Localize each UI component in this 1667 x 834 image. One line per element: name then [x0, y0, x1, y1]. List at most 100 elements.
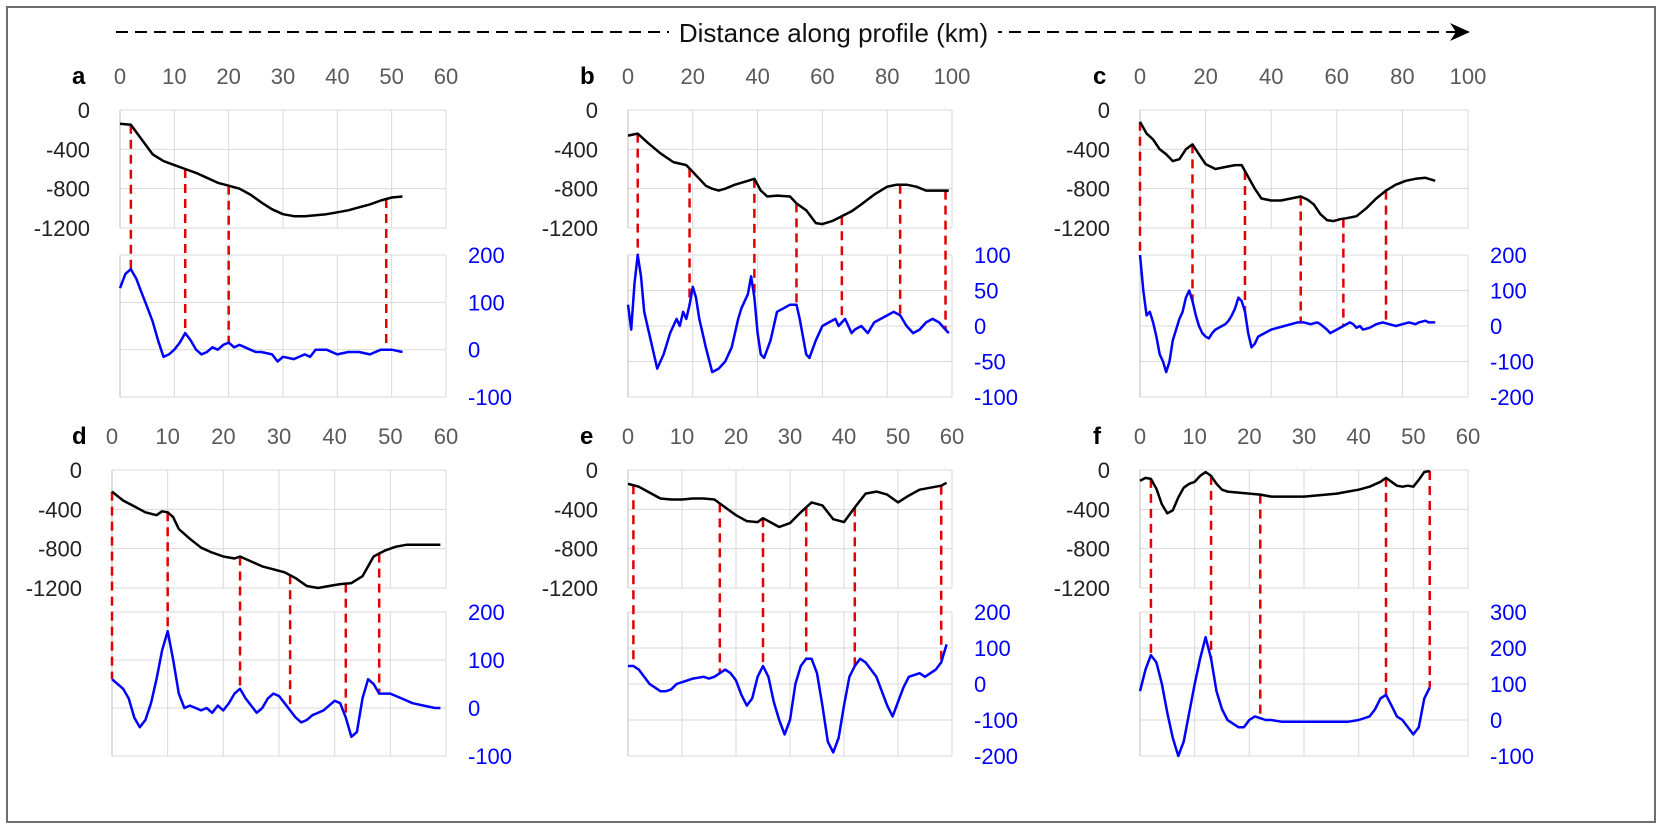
top-y-tick-label: -800 [554, 537, 598, 562]
panel-label-d: d [72, 423, 87, 450]
top-y-tick-label: -1200 [1054, 576, 1110, 601]
x-tick-label: 20 [724, 424, 748, 449]
x-tick-label: 60 [1456, 424, 1480, 449]
bottom-y-tick-label: 0 [468, 696, 480, 721]
bottom-y-tick-label: 200 [1490, 636, 1527, 661]
bottom-y-tick-label: 200 [1490, 243, 1527, 268]
x-tick-label: 20 [681, 64, 705, 89]
x-tick-label: 50 [379, 64, 403, 89]
x-tick-label: 0 [114, 64, 126, 89]
top-y-tick-label: 0 [586, 458, 598, 483]
x-tick-label: 0 [1134, 64, 1146, 89]
x-tick-label: 10 [1182, 424, 1206, 449]
top-y-tick-label: -800 [1066, 177, 1110, 202]
bottom-y-tick-label: 200 [468, 600, 505, 625]
bottom-y-tick-label: -100 [974, 708, 1018, 733]
top-y-tick-label: -400 [38, 497, 82, 522]
top-y-tick-label: -400 [554, 497, 598, 522]
bottom-y-tick-label: 0 [1490, 708, 1502, 733]
top-y-tick-label: -1200 [542, 216, 598, 241]
bathymetry-line-c [1138, 121, 1436, 223]
x-tick-label: 20 [1237, 424, 1261, 449]
bathymetry-line-e [627, 481, 948, 529]
x-tick-label: 0 [1134, 424, 1146, 449]
bottom-y-tick-label: 50 [974, 279, 998, 304]
panel-label-f: f [1093, 423, 1102, 450]
x-tick-label: 30 [1292, 424, 1316, 449]
x-tick-label: 10 [670, 424, 694, 449]
bottom-y-tick-label: -100 [468, 385, 512, 410]
x-tick-label: 100 [1450, 64, 1487, 89]
x-tick-label: 60 [940, 424, 964, 449]
bottom-y-tick-label: 0 [1490, 314, 1502, 339]
top-y-tick-label: -1200 [34, 216, 90, 241]
x-tick-label: 40 [1346, 424, 1370, 449]
x-tick-label: 0 [106, 424, 118, 449]
top-y-tick-label: 0 [1098, 458, 1110, 483]
x-tick-label: 80 [1390, 64, 1414, 89]
panel-b: b 0 20 40 60 80 100 0 -400 -800 -1200 100 50 0 -50 -100 [542, 63, 1018, 410]
figure-frame [6, 6, 1656, 823]
bottom-y-tick-label: 100 [1490, 672, 1527, 697]
bottom-y-tick-label: -100 [1490, 350, 1534, 375]
bottom-y-tick-label: 100 [468, 290, 505, 315]
panel-e: e 0 10 20 30 40 50 60 0 -400 -800 -1200 200 100 0 -100 -… [542, 423, 1018, 769]
bottom-y-tick-label: 100 [1490, 279, 1527, 304]
panel-f: f 0 10 20 30 40 50 60 0 -400 -800 -1200 300 200 100 0 -1… [1054, 423, 1534, 769]
top-y-tick-label: -1200 [26, 576, 82, 601]
x-tick-label: 50 [378, 424, 402, 449]
bathymetry-line-d [111, 490, 441, 590]
anomaly-line-a [118, 267, 403, 363]
bottom-y-tick-label: 100 [468, 648, 505, 673]
top-y-tick-label: -1200 [1054, 216, 1110, 241]
x-tick-label: 50 [886, 424, 910, 449]
bottom-y-tick-label: -100 [468, 744, 512, 769]
top-y-tick-label: -800 [38, 537, 82, 562]
x-tick-label: 40 [745, 64, 769, 89]
x-tick-label: 60 [434, 64, 458, 89]
x-tick-label: 50 [1401, 424, 1425, 449]
anomaly-line-f [1138, 635, 1431, 758]
x-tick-label: 0 [622, 424, 634, 449]
panel-label-b: b [580, 63, 595, 90]
bottom-y-tick-label: 200 [468, 243, 505, 268]
top-y-tick-label: 0 [586, 98, 598, 123]
bottom-y-tick-label: -50 [974, 350, 1006, 375]
distance-axis-title-text: Distance along profile (km) [668, 18, 999, 48]
top-y-tick-label: -400 [554, 137, 598, 162]
top-y-tick-label: 0 [78, 98, 90, 123]
top-y-tick-label: -400 [1066, 137, 1110, 162]
bathymetry-line-b [627, 132, 949, 226]
anomaly-line-e [628, 644, 948, 754]
x-tick-label: 20 [1193, 64, 1217, 89]
x-tick-label: 30 [267, 424, 291, 449]
x-tick-label: 10 [155, 424, 179, 449]
x-tick-label: 30 [778, 424, 802, 449]
top-y-tick-label: -1200 [542, 576, 598, 601]
top-y-tick-label: 0 [1098, 98, 1110, 123]
bottom-y-tick-label: 0 [974, 672, 986, 697]
anomaly-line-c [1138, 254, 1436, 374]
x-tick-label: 60 [810, 64, 834, 89]
distance-axis-title: Distance along profile (km) [0, 18, 1667, 49]
anomaly-line-b [626, 253, 950, 374]
anomaly-line-d [111, 629, 441, 739]
top-y-tick-label: -800 [1066, 537, 1110, 562]
x-tick-label: 20 [216, 64, 240, 89]
top-y-tick-label: -400 [1066, 497, 1110, 522]
bottom-y-tick-label: -100 [1490, 744, 1534, 769]
bottom-y-tick-label: 100 [974, 243, 1011, 268]
x-tick-label: 20 [211, 424, 235, 449]
bottom-y-tick-label: 0 [468, 338, 480, 363]
x-tick-label: 40 [832, 424, 856, 449]
panel-label-c: c [1093, 63, 1106, 90]
x-tick-label: 30 [271, 64, 295, 89]
x-tick-label: 60 [434, 424, 458, 449]
x-tick-label: 40 [322, 424, 346, 449]
panel-label-a: a [72, 63, 86, 90]
bottom-y-tick-label: -200 [974, 744, 1018, 769]
top-y-tick-label: 0 [70, 458, 82, 483]
